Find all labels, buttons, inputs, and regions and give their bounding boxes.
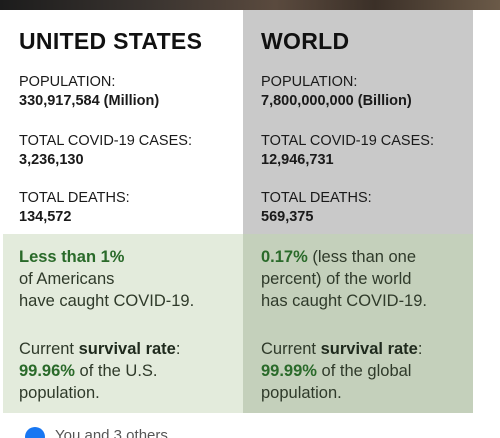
reactions-text[interactable]: You and 3 others <box>55 427 168 438</box>
world-deaths-value: 569,375 <box>261 209 314 225</box>
us-cases-label: TOTAL COVID-19 CASES: <box>19 133 192 149</box>
world-cases-value: 12,946,731 <box>261 152 334 168</box>
us-caught-line-3: have caught COVID-19. <box>19 292 195 310</box>
world-deaths-label: TOTAL DEATHS: <box>261 190 372 206</box>
us-caught-line-1: Less than 1% <box>19 248 125 266</box>
us-caught-text: Less than 1% of Americans have caught CO… <box>19 246 194 312</box>
us-survival-colon: : <box>175 340 181 358</box>
us-deaths: TOTAL DEATHS: 134,572 <box>19 189 130 227</box>
us-survival-line2-rest: of the U.S. <box>74 362 158 380</box>
world-caught-line-2: percent) of the world <box>261 270 412 288</box>
world-heading: WORLD <box>261 28 350 54</box>
world-summary-panel: 0.17% (less than one percent) of the wor… <box>243 234 473 413</box>
world-survival-text: Current survival rate: 99.99% of the glo… <box>261 338 422 404</box>
photo-strip <box>0 0 500 10</box>
world-survival-line-3: population. <box>261 384 342 402</box>
us-deaths-label: TOTAL DEATHS: <box>19 190 130 206</box>
us-survival-line-1: Current survival rate: <box>19 338 180 360</box>
world-survival-line2-rest: of the global <box>316 362 412 380</box>
us-survival-bold: survival rate <box>78 340 176 358</box>
us-cases: TOTAL COVID-19 CASES: 3,236,130 <box>19 132 192 170</box>
world-survival-prefix: Current <box>261 340 321 358</box>
world-caught-line-3: has caught COVID-19. <box>261 292 427 310</box>
us-survival-text: Current survival rate: 99.96% of the U.S… <box>19 338 180 404</box>
world-deaths: TOTAL DEATHS: 569,375 <box>261 189 372 227</box>
world-caught-pct: 0.17% <box>261 248 308 266</box>
world-survival-line-1: Current survival rate: <box>261 338 422 360</box>
us-deaths-value: 134,572 <box>19 209 72 225</box>
world-population-label: POPULATION: <box>261 74 358 90</box>
world-survival-bold: survival rate <box>320 340 418 358</box>
us-population-value: 330,917,584 (Million) <box>19 93 160 109</box>
world-survival-line-2: 99.99% of the global <box>261 360 422 382</box>
world-population-value: 7,800,000,000 (Billion) <box>261 93 412 109</box>
us-caught-line-2: of Americans <box>19 270 115 288</box>
us-population-label: POPULATION: <box>19 74 116 90</box>
us-stats-panel: UNITED STATES POPULATION: 330,917,584 (M… <box>3 10 243 234</box>
us-population: POPULATION: 330,917,584 (Million) <box>19 73 159 111</box>
world-stats-panel: WORLD POPULATION: 7,800,000,000 (Billion… <box>243 10 473 234</box>
us-heading: UNITED STATES <box>19 28 203 54</box>
us-summary-panel: Less than 1% of Americans have caught CO… <box>3 234 243 413</box>
world-caught-line1-rest: (less than one <box>307 248 417 266</box>
world-survival-colon: : <box>417 340 423 358</box>
us-survival-pct: 99.96% <box>19 362 75 380</box>
reactions-bar[interactable]: You and 3 others <box>0 413 500 438</box>
us-survival-line-2: 99.96% of the U.S. <box>19 360 180 382</box>
covid-comparison-graphic[interactable]: UNITED STATES POPULATION: 330,917,584 (M… <box>3 10 473 413</box>
like-reaction-icon <box>25 427 45 438</box>
us-survival-prefix: Current <box>19 340 79 358</box>
us-survival-line-3: population. <box>19 384 100 402</box>
world-cases: TOTAL COVID-19 CASES: 12,946,731 <box>261 132 434 170</box>
world-cases-label: TOTAL COVID-19 CASES: <box>261 133 434 149</box>
world-survival-pct: 99.99% <box>261 362 317 380</box>
world-population: POPULATION: 7,800,000,000 (Billion) <box>261 73 412 111</box>
world-caught-text: 0.17% (less than one percent) of the wor… <box>261 246 427 312</box>
world-caught-line-1: 0.17% (less than one <box>261 246 427 268</box>
us-cases-value: 3,236,130 <box>19 152 84 168</box>
